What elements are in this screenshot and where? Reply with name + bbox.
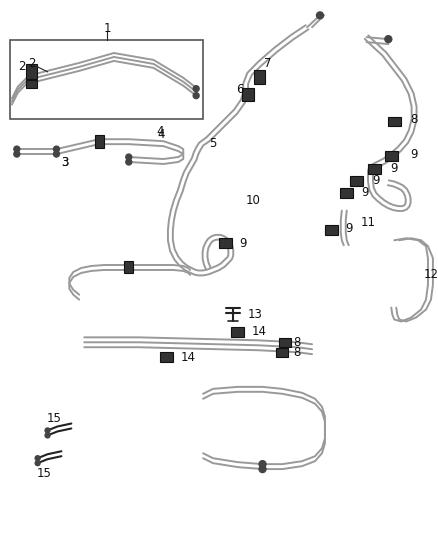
Text: 6: 6 <box>236 83 244 96</box>
Bar <box>325 225 338 235</box>
Circle shape <box>14 146 20 152</box>
Circle shape <box>14 151 20 157</box>
Bar <box>368 164 381 174</box>
Text: 2: 2 <box>28 58 35 70</box>
Text: 11: 11 <box>361 216 376 229</box>
Text: 15: 15 <box>37 466 52 480</box>
Text: 2: 2 <box>18 60 25 74</box>
Bar <box>276 348 288 357</box>
Circle shape <box>53 151 60 157</box>
Circle shape <box>193 93 199 99</box>
Text: 4: 4 <box>157 125 164 138</box>
Text: 9: 9 <box>410 148 418 160</box>
Text: 14: 14 <box>181 351 196 364</box>
Bar <box>385 151 398 161</box>
Text: 5: 5 <box>209 136 217 150</box>
Bar <box>160 352 173 362</box>
Circle shape <box>317 12 323 19</box>
Text: 9: 9 <box>361 186 368 199</box>
Circle shape <box>53 146 60 152</box>
Circle shape <box>35 456 40 461</box>
Bar <box>26 64 37 79</box>
Text: 8: 8 <box>293 336 301 349</box>
Text: 3: 3 <box>61 157 68 169</box>
Bar <box>124 261 133 273</box>
Circle shape <box>35 461 40 466</box>
Bar <box>242 88 254 101</box>
Text: 9: 9 <box>373 174 380 187</box>
Circle shape <box>126 159 132 165</box>
Bar <box>26 80 37 88</box>
Bar <box>254 70 265 84</box>
Circle shape <box>385 36 392 43</box>
Circle shape <box>45 433 50 438</box>
Text: 3: 3 <box>61 157 68 169</box>
Circle shape <box>259 461 266 467</box>
Bar <box>10 40 203 119</box>
Circle shape <box>259 466 266 473</box>
Text: 1: 1 <box>103 22 111 35</box>
Text: 12: 12 <box>424 269 438 281</box>
Text: 9: 9 <box>391 163 398 175</box>
Text: 10: 10 <box>245 194 260 207</box>
Bar <box>340 188 353 198</box>
Circle shape <box>45 428 50 433</box>
Bar <box>350 176 363 186</box>
Text: 8: 8 <box>293 346 301 359</box>
Bar <box>231 327 244 337</box>
Text: 4: 4 <box>158 128 165 141</box>
Text: 13: 13 <box>248 308 263 321</box>
Bar <box>95 135 103 148</box>
Bar <box>279 338 291 347</box>
Text: 9: 9 <box>239 237 247 250</box>
Text: 9: 9 <box>345 222 353 235</box>
Text: 8: 8 <box>410 113 418 126</box>
Circle shape <box>193 86 199 92</box>
Text: 14: 14 <box>252 325 267 338</box>
Circle shape <box>126 154 132 160</box>
Text: 7: 7 <box>264 58 271 70</box>
Bar <box>388 117 401 126</box>
Bar <box>219 238 232 248</box>
Text: 15: 15 <box>47 412 62 425</box>
